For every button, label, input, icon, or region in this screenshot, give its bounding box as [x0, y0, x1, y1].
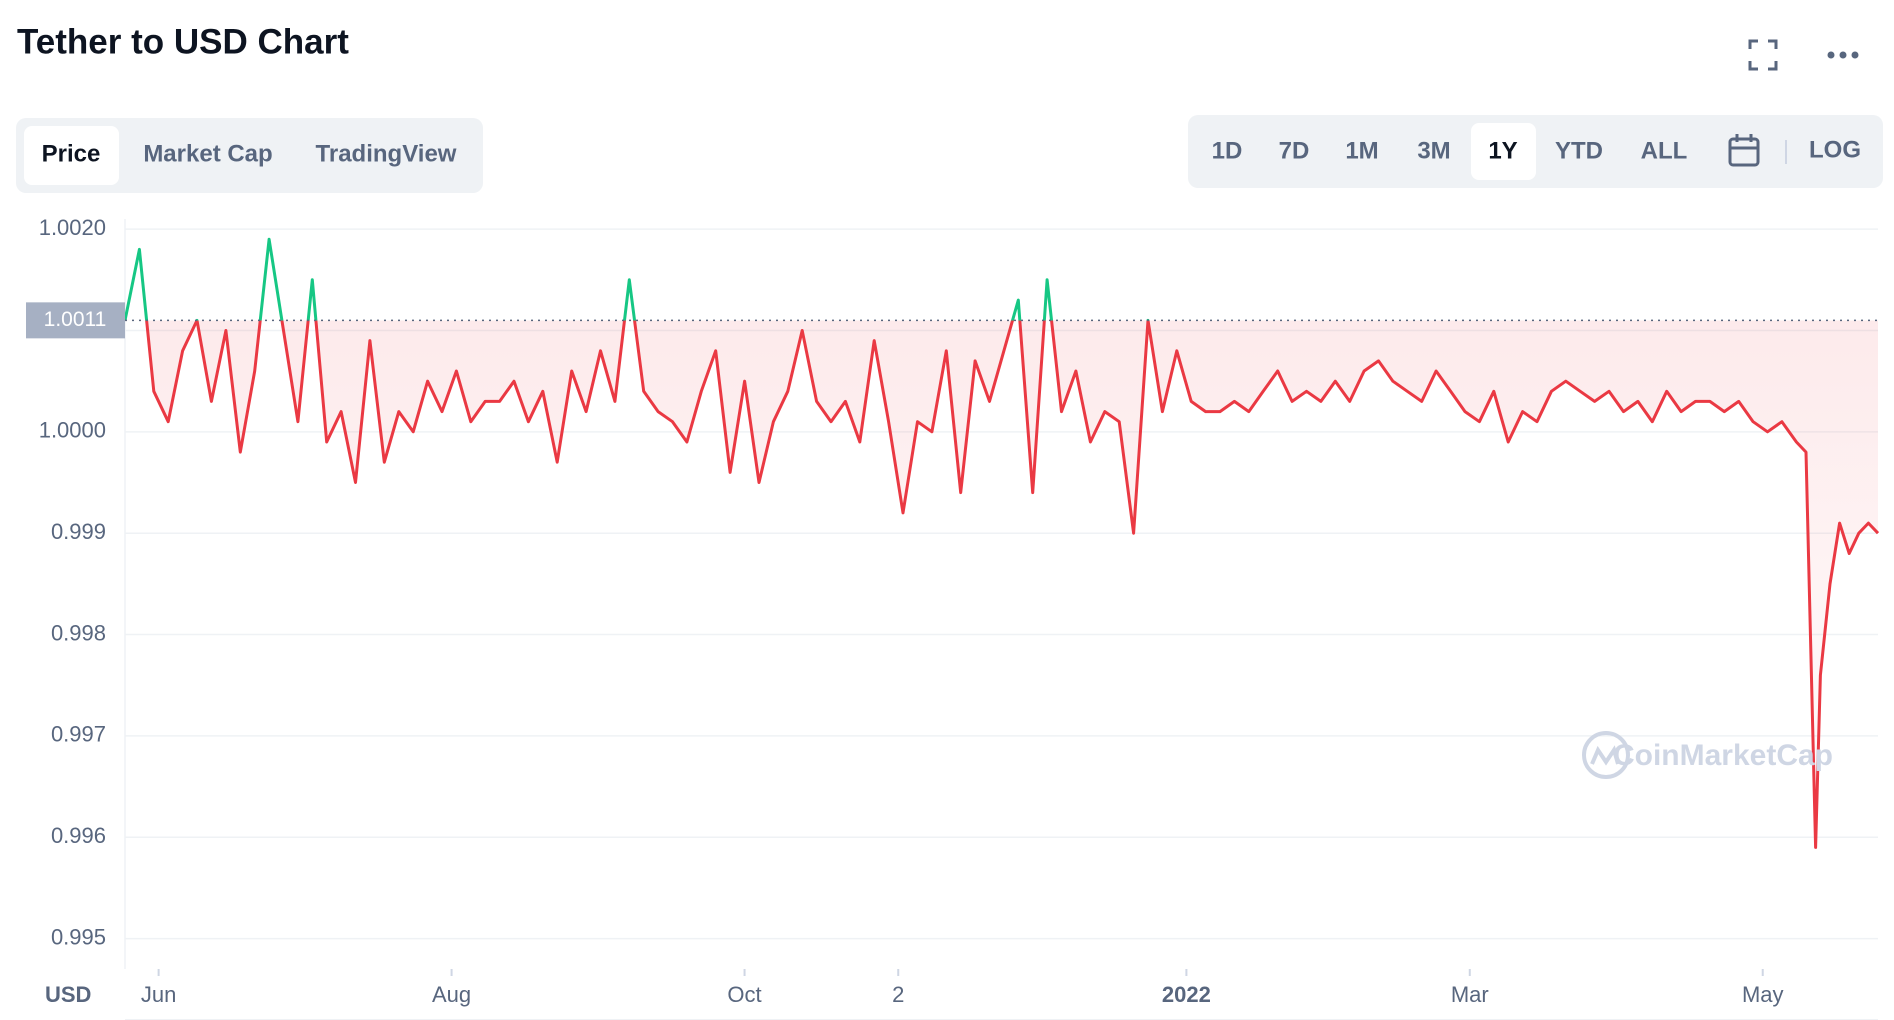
area-fill — [125, 320, 1878, 848]
more-icon[interactable] — [1827, 51, 1859, 59]
calendar-icon[interactable] — [1728, 134, 1760, 167]
y-tick-label: 0.997 — [51, 722, 106, 747]
range-button[interactable]: 7D — [1279, 137, 1310, 164]
range-button[interactable]: 3M — [1417, 137, 1450, 164]
x-tick-label: May — [1742, 982, 1784, 1007]
x-tick-label: Mar — [1451, 982, 1489, 1007]
tab-active-bg — [24, 126, 119, 185]
axis-unit: USD — [45, 982, 91, 1007]
y-tick-label: 1.0000 — [39, 418, 106, 443]
tab[interactable]: Price — [42, 140, 101, 167]
fullscreen-icon[interactable] — [1748, 39, 1778, 71]
y-tick-label: 0.996 — [51, 823, 106, 848]
range-button[interactable]: 1D — [1212, 137, 1243, 164]
y-tick-label: 0.999 — [51, 519, 106, 544]
x-tick-label: Aug — [432, 982, 471, 1007]
watermark: CoinMarketCap — [1613, 739, 1833, 772]
range-button[interactable]: 1Y — [1488, 137, 1517, 164]
reference-label: 1.0011 — [44, 308, 107, 331]
chart-title: Tether to USD Chart — [17, 22, 349, 61]
x-tick-label: 2022 — [1162, 982, 1211, 1007]
y-tick-label: 1.0020 — [39, 215, 106, 240]
tab[interactable]: TradingView — [316, 140, 457, 167]
plot: 0.9950.9960.9970.9980.9991.00001.00101.0… — [26, 215, 1880, 1020]
reference-label-bg — [26, 302, 125, 339]
range-active-bg — [1471, 123, 1536, 180]
range-button[interactable]: ALL — [1641, 137, 1688, 164]
range-button[interactable]: 1M — [1345, 137, 1378, 164]
range-button[interactable]: YTD — [1555, 137, 1603, 164]
y-tick-label: 0.998 — [51, 620, 106, 645]
price-line — [123, 237, 1880, 849]
log-button[interactable]: LOG — [1809, 136, 1861, 163]
x-tick-label: Jun — [141, 982, 176, 1007]
tab-group — [16, 118, 483, 193]
x-tick-label: 2 — [892, 982, 904, 1007]
y-tick-label: 0.995 — [51, 924, 106, 949]
watermark-logo — [1582, 731, 1630, 779]
tab[interactable]: Market Cap — [143, 140, 272, 167]
x-tick-label: Oct — [727, 982, 761, 1007]
